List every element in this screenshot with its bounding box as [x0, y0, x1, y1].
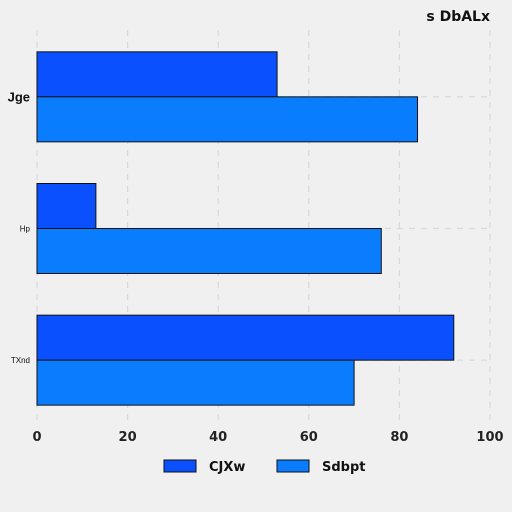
legend-label-sdbpt: Sdbpt — [322, 460, 366, 475]
y-tick-label: Hp — [20, 224, 31, 233]
x-tick-label: 20 — [119, 430, 137, 445]
x-tick-label: 0 — [32, 430, 41, 445]
x-tick-label: 60 — [300, 430, 318, 445]
bar-sdbpt-jge — [36, 96, 419, 143]
x-tick-label: 100 — [476, 430, 503, 445]
x-tick-label: 80 — [390, 430, 408, 445]
bar-sdbpt-txnd — [36, 359, 355, 406]
bar-cjxw-jge — [36, 51, 278, 98]
x-tick-label: 40 — [209, 430, 227, 445]
axes: 0 20 40 60 80 100 Jge Hp TXnd — [8, 89, 504, 445]
legend-swatch-sdbpt — [276, 459, 310, 473]
y-tick-label: TXnd — [11, 356, 30, 365]
bars — [36, 51, 455, 406]
legend-label-cjxw: CJXw — [209, 460, 245, 475]
legend-swatch-cjxw — [163, 459, 197, 473]
chart-title: s DbALx — [426, 9, 490, 25]
y-tick-label: Jge — [8, 89, 30, 104]
bar-sdbpt-hp — [36, 228, 382, 274]
bar-cjxw-txnd — [36, 314, 455, 361]
legend: CJXw Sdbpt — [163, 459, 366, 475]
bar-cjxw-hp — [36, 183, 97, 229]
